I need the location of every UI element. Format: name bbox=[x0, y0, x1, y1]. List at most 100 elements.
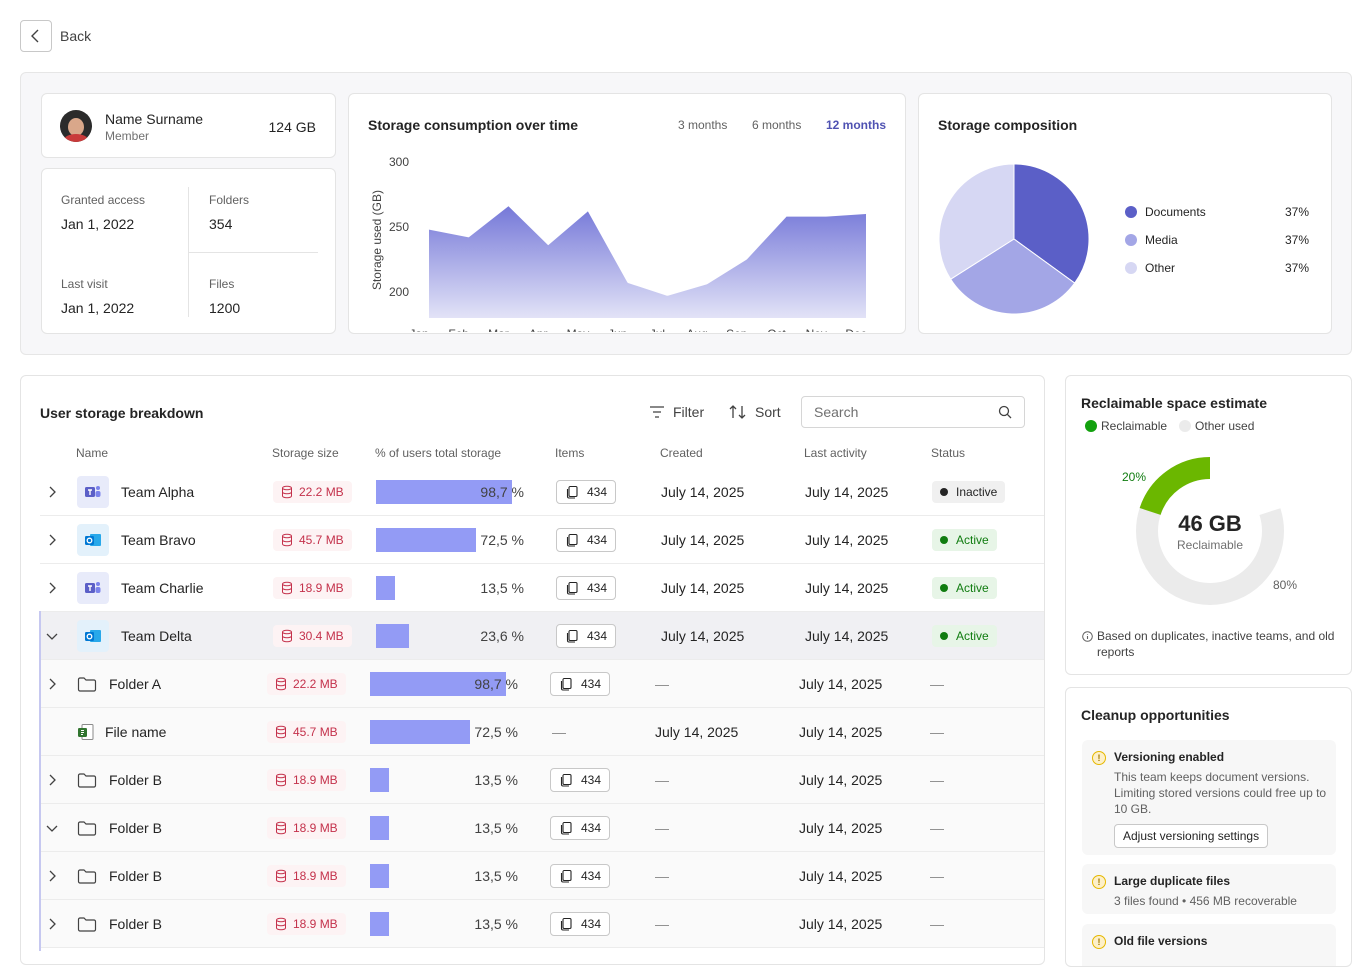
created-date: July 14, 2025 bbox=[661, 468, 744, 516]
database-icon bbox=[281, 629, 293, 643]
column-last-activity[interactable]: Last activity bbox=[804, 446, 867, 460]
stat-value-files: 1200 bbox=[209, 300, 240, 316]
size-value: 18.9 MB bbox=[293, 917, 338, 931]
copy-icon bbox=[559, 869, 573, 883]
expand-toggle[interactable] bbox=[44, 916, 60, 932]
storage-size-badge: 45.7 MB bbox=[273, 529, 352, 551]
items-button[interactable]: 434 bbox=[556, 528, 616, 552]
row-name[interactable]: File name bbox=[105, 708, 166, 756]
row-name[interactable]: Team Alpha bbox=[121, 468, 194, 516]
status-empty: — bbox=[930, 756, 944, 804]
reclaim-value: 46 GB bbox=[1130, 511, 1290, 537]
row-name[interactable]: Folder B bbox=[109, 804, 162, 852]
x-tick-label: Feb bbox=[448, 327, 469, 332]
sort-button[interactable]: Sort bbox=[729, 404, 781, 420]
items-button[interactable]: 434 bbox=[550, 816, 610, 840]
size-value: 18.9 MB bbox=[293, 773, 338, 787]
last-activity-date: July 14, 2025 bbox=[799, 756, 882, 804]
chevron-right-icon bbox=[44, 532, 60, 548]
status-label: Active bbox=[956, 581, 989, 595]
row-name[interactable]: Folder B bbox=[109, 900, 162, 948]
created-date: July 14, 2025 bbox=[661, 612, 744, 660]
expand-toggle[interactable] bbox=[44, 628, 60, 644]
y-axis-label: Storage used (GB) bbox=[370, 190, 384, 290]
storage-size-badge: 18.9 MB bbox=[273, 577, 352, 599]
folder-icon bbox=[77, 676, 97, 692]
folder-icon bbox=[77, 868, 97, 884]
column-pct-storage[interactable]: % of users total storage bbox=[375, 446, 501, 460]
stat-label-granted: Granted access bbox=[61, 193, 145, 207]
expand-toggle[interactable] bbox=[44, 484, 60, 500]
status-label: Active bbox=[956, 533, 989, 547]
teams-icon bbox=[77, 476, 109, 508]
storage-bar: 13,5 % bbox=[370, 864, 518, 888]
column-name[interactable]: Name bbox=[76, 446, 108, 460]
filter-button[interactable]: Filter bbox=[649, 404, 704, 420]
row-name[interactable]: Team Charlie bbox=[121, 564, 203, 612]
size-value: 22.2 MB bbox=[293, 677, 338, 691]
column-created[interactable]: Created bbox=[660, 446, 703, 460]
legend-pct: 37% bbox=[1285, 205, 1309, 219]
legend-dot-other bbox=[1125, 262, 1137, 274]
database-icon bbox=[281, 533, 293, 547]
range-12-months[interactable]: 12 months bbox=[826, 118, 886, 132]
status-badge: Inactive bbox=[932, 481, 1005, 503]
outlook-icon bbox=[77, 524, 109, 556]
warning-icon: ! bbox=[1092, 875, 1106, 889]
pct-value: 13,5 % bbox=[480, 580, 524, 596]
size-value: 18.9 MB bbox=[293, 869, 338, 883]
expand-toggle[interactable] bbox=[44, 868, 60, 884]
storage-bar-fill bbox=[370, 912, 389, 936]
last-activity-date: July 14, 2025 bbox=[805, 468, 888, 516]
row-name[interactable]: Team Delta bbox=[121, 612, 192, 660]
storage-size-badge: 18.9 MB bbox=[267, 865, 346, 887]
pct-value: 98,7 % bbox=[474, 676, 518, 692]
expand-toggle[interactable] bbox=[44, 676, 60, 692]
column-status[interactable]: Status bbox=[931, 446, 965, 460]
opp-title: Large duplicate files bbox=[1114, 874, 1230, 888]
column-storage-size[interactable]: Storage size bbox=[272, 446, 339, 460]
storage-size-badge: 22.2 MB bbox=[267, 673, 346, 695]
items-button[interactable]: 434 bbox=[550, 864, 610, 888]
chevron-down-icon bbox=[44, 820, 60, 836]
expand-toggle[interactable] bbox=[44, 820, 60, 836]
project-file-icon bbox=[77, 723, 95, 741]
breakdown-title: User storage breakdown bbox=[40, 405, 203, 421]
search-input[interactable]: Search bbox=[801, 396, 1025, 428]
x-tick-label: May bbox=[567, 327, 590, 332]
range-6-months[interactable]: 6 months bbox=[752, 118, 801, 132]
profile-role: Member bbox=[105, 129, 149, 143]
items-button[interactable]: 434 bbox=[550, 672, 610, 696]
column-items[interactable]: Items bbox=[555, 446, 584, 460]
back-button[interactable] bbox=[20, 20, 52, 52]
items-button[interactable]: 434 bbox=[556, 576, 616, 600]
expand-toggle[interactable] bbox=[44, 580, 60, 596]
profile-stats-card: Granted access Jan 1, 2022 Folders 354 L… bbox=[41, 168, 336, 334]
expand-toggle[interactable] bbox=[44, 532, 60, 548]
back-label[interactable]: Back bbox=[60, 28, 91, 44]
row-name[interactable]: Folder A bbox=[109, 660, 161, 708]
warning-icon: ! bbox=[1092, 935, 1106, 949]
row-name[interactable]: Team Bravo bbox=[121, 516, 196, 564]
items-button[interactable]: 434 bbox=[550, 768, 610, 792]
items-button[interactable]: 434 bbox=[556, 480, 616, 504]
expand-toggle[interactable] bbox=[44, 772, 60, 788]
copy-icon bbox=[559, 773, 573, 787]
range-3-months[interactable]: 3 months bbox=[678, 118, 727, 132]
items-button[interactable]: 434 bbox=[556, 624, 616, 648]
last-activity-date: July 14, 2025 bbox=[799, 852, 882, 900]
row-name[interactable]: Folder B bbox=[109, 852, 162, 900]
items-button[interactable]: 434 bbox=[550, 912, 610, 936]
row-name[interactable]: Folder B bbox=[109, 756, 162, 804]
adjust-versioning-button[interactable]: Adjust versioning settings bbox=[1114, 824, 1268, 848]
